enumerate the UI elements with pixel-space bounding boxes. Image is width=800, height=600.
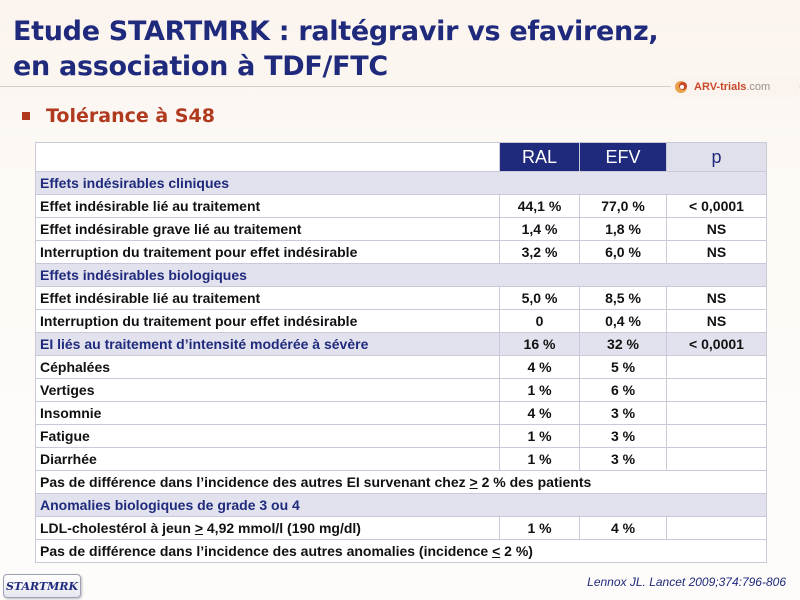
- ral-value: 1 %: [499, 516, 580, 540]
- table-header-row: RAL EFV p: [35, 142, 767, 172]
- ral-value: 1 %: [499, 424, 580, 448]
- note-text-after: 2 % des patients: [477, 474, 592, 490]
- title-line-2: en association à TDF/FTC: [13, 51, 388, 82]
- header-efv: EFV: [579, 142, 667, 172]
- efv-value: 77,0 %: [579, 194, 667, 218]
- ldl-text-after: 4,92 mmol/l (190 mg/dl): [203, 520, 361, 536]
- table-row: Insomnie 4 % 3 %: [35, 401, 767, 425]
- table-row: Effet indésirable lié au traitement 5,0 …: [35, 286, 767, 310]
- table-row: LDL-cholestérol à jeun > 4,92 mmol/l (19…: [35, 516, 767, 540]
- table-row: Interruption du traitement pour effet in…: [35, 240, 767, 264]
- header-blank-cell: [35, 142, 500, 172]
- ral-value: 16 %: [499, 332, 580, 356]
- header-ral: RAL: [499, 142, 580, 172]
- ldl-symbol: >: [194, 520, 203, 536]
- tolerance-table: RAL EFV p Effets indésirables cliniques …: [35, 142, 767, 563]
- efv-value: 4 %: [579, 516, 667, 540]
- p-value: [666, 516, 767, 540]
- row-label: Céphalées: [35, 355, 500, 379]
- section-heading: Tolérance à S48: [22, 105, 215, 127]
- title-line-1: Etude STARTMRK : raltégravir vs efaviren…: [13, 16, 659, 47]
- square-bullet-icon: [22, 112, 30, 120]
- p-value: [666, 424, 767, 448]
- ral-value: 1 %: [499, 447, 580, 471]
- row-label: Effet indésirable lié au traitement: [35, 194, 500, 218]
- p-value: NS: [666, 309, 767, 333]
- header-p: p: [666, 142, 767, 172]
- note-symbol: <: [492, 543, 501, 559]
- efv-value: 1,8 %: [579, 217, 667, 241]
- note-symbol: >: [469, 474, 478, 490]
- section-heading-text: Tolérance à S48: [46, 105, 215, 127]
- note-text-before: Pas de différence dans l’incidence des a…: [40, 543, 493, 559]
- row-label: Effet indésirable lié au traitement: [35, 286, 500, 310]
- row-label: Insomnie: [35, 401, 500, 425]
- table-row: Effet indésirable grave lié au traitemen…: [35, 217, 767, 241]
- efv-value: 8,5 %: [579, 286, 667, 310]
- p-value: NS: [666, 217, 767, 241]
- efv-value: 6 %: [579, 378, 667, 402]
- section-row-grade3: Anomalies biologiques de grade 3 ou 4: [35, 493, 767, 517]
- row-label: Interruption du traitement pour effet in…: [35, 240, 500, 264]
- row-label: Interruption du traitement pour effet in…: [35, 309, 500, 333]
- table-row: Diarrhée 1 % 3 %: [35, 447, 767, 471]
- section-label: Effets indésirables cliniques: [35, 171, 767, 195]
- efv-value: 6,0 %: [579, 240, 667, 264]
- efv-value: 3 %: [579, 447, 667, 471]
- section-row-ei-moderate-severe: EI liés au traitement d’intensité modéré…: [35, 332, 767, 356]
- p-value: [666, 378, 767, 402]
- row-label: Fatigue: [35, 424, 500, 448]
- ral-value: 0: [499, 309, 580, 333]
- efv-value: 0,4 %: [579, 309, 667, 333]
- table-row: Fatigue 1 % 3 %: [35, 424, 767, 448]
- note-text-after: 2 %): [500, 543, 533, 559]
- note-text-before: Pas de différence dans l’incidence des a…: [40, 474, 470, 490]
- logo-text: ARV-trials.com: [694, 81, 770, 93]
- section-label: EI liés au traitement d’intensité modéré…: [35, 332, 500, 356]
- ral-value: 3,2 %: [499, 240, 580, 264]
- row-label: LDL-cholestérol à jeun > 4,92 mmol/l (19…: [35, 516, 500, 540]
- p-value: NS: [666, 240, 767, 264]
- section-row-clinical: Effets indésirables cliniques: [35, 171, 767, 195]
- row-label: Vertiges: [35, 378, 500, 402]
- row-label: Diarrhée: [35, 447, 500, 471]
- table-row: Effet indésirable lié au traitement 44,1…: [35, 194, 767, 218]
- title-divider: [0, 86, 800, 87]
- ral-value: 5,0 %: [499, 286, 580, 310]
- ral-value: 4 %: [499, 355, 580, 379]
- section-label: Effets indésirables biologiques: [35, 263, 767, 287]
- p-value: [666, 401, 767, 425]
- ral-value: 4 %: [499, 401, 580, 425]
- efv-value: 3 %: [579, 424, 667, 448]
- p-value: NS: [666, 286, 767, 310]
- efv-value: 3 %: [579, 401, 667, 425]
- ral-value: 1 %: [499, 378, 580, 402]
- ral-value: 1,4 %: [499, 217, 580, 241]
- note-other-ei: Pas de différence dans l’incidence des a…: [35, 470, 767, 494]
- citation: Lennox JL. Lancet 2009;374:796-806: [587, 575, 786, 589]
- startmrk-badge: STARTMRK: [3, 574, 81, 598]
- efv-value: 32 %: [579, 332, 667, 356]
- arv-trials-logo: ARV-trials.com: [671, 77, 799, 97]
- ral-value: 44,1 %: [499, 194, 580, 218]
- p-value: < 0,0001: [666, 194, 767, 218]
- note-row: Pas de différence dans l’incidence des a…: [35, 470, 767, 494]
- p-value: < 0,0001: [666, 332, 767, 356]
- slide-title: Etude STARTMRK : raltégravir vs efaviren…: [13, 14, 693, 84]
- table-row: Interruption du traitement pour effet in…: [35, 309, 767, 333]
- ldl-text-before: LDL-cholestérol à jeun: [40, 520, 195, 536]
- p-value: [666, 447, 767, 471]
- table-row: Céphalées 4 % 5 %: [35, 355, 767, 379]
- row-label: Effet indésirable grave lié au traitemen…: [35, 217, 500, 241]
- note-other-anomalies: Pas de différence dans l’incidence des a…: [35, 539, 767, 563]
- p-value: [666, 355, 767, 379]
- efv-value: 5 %: [579, 355, 667, 379]
- note-row: Pas de différence dans l’incidence des a…: [35, 539, 767, 563]
- logo-brand: ARV-trials: [694, 81, 747, 93]
- logo-suffix: .com: [746, 81, 771, 93]
- table-row: Vertiges 1 % 6 %: [35, 378, 767, 402]
- section-row-biological: Effets indésirables biologiques: [35, 263, 767, 287]
- logo-mark-icon: [674, 79, 690, 95]
- section-label: Anomalies biologiques de grade 3 ou 4: [35, 493, 767, 517]
